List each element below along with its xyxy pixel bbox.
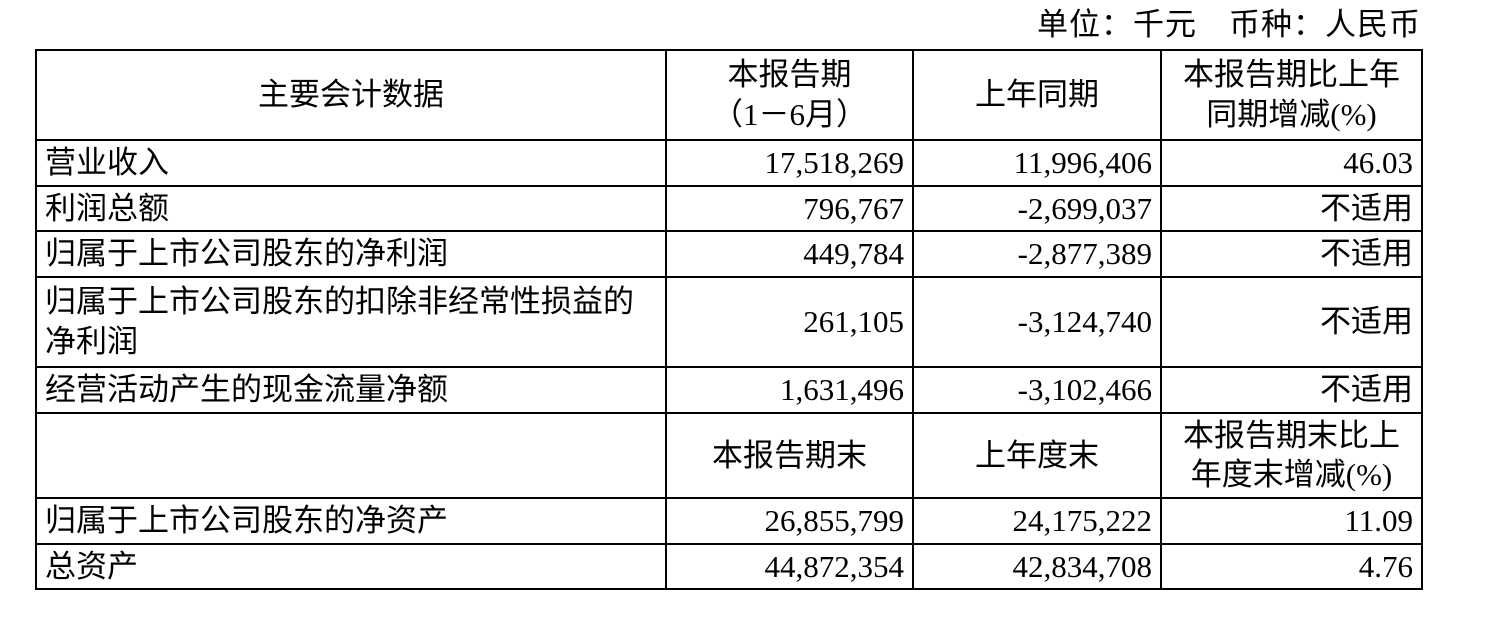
current-period-value: 1,631,496: [665, 366, 914, 414]
header-change-percent-line1: 本报告期比上年: [1183, 57, 1400, 93]
header-end-change-percent-line1: 本报告期末比上: [1183, 417, 1400, 453]
row-label: 归属于上市公司股东的净利润: [35, 230, 667, 279]
table-row-total-profit: 利润总额 796,767 -2,699,037 不适用: [35, 184, 1423, 233]
header-prior-year-end: 上年度末: [912, 411, 1162, 500]
unit-currency-note: 单位：千元 币种：人民币: [1037, 7, 1421, 42]
table-row-total-assets: 总资产 44,872,354 42,834,708 4.76: [35, 542, 1423, 591]
header-change-percent: 本报告期比上年 同期增减(%): [1160, 49, 1423, 141]
change-value: 11.09: [1160, 497, 1423, 545]
prior-period-value: -2,877,389: [912, 230, 1162, 279]
table-header-row: 主要会计数据 本报告期 （1－6月） 上年同期 本报告期比上年 同期增减(%): [35, 49, 1423, 141]
prior-period-value: -3,124,740: [912, 276, 1162, 369]
prior-period-value: -3,102,466: [912, 366, 1162, 414]
change-value: 不适用: [1160, 184, 1423, 233]
current-period-end-value: 44,872,354: [665, 542, 914, 591]
row-label: 总资产: [35, 542, 667, 591]
row-label: 归属于上市公司股东的净资产: [35, 497, 667, 545]
change-value: 4.76: [1160, 542, 1423, 591]
header-current-period: 本报告期 （1－6月）: [665, 49, 914, 141]
change-value: 不适用: [1160, 276, 1423, 369]
row-label: 利润总额: [35, 184, 667, 233]
key-accounting-data-table: 主要会计数据 本报告期 （1－6月） 上年同期 本报告期比上年 同期增减(%) …: [35, 49, 1423, 591]
header-current-period-line2: （1－6月）: [712, 97, 867, 132]
row-label: 经营活动产生的现金流量净额: [35, 366, 667, 414]
table-row-operating-revenue: 营业收入 17,518,269 11,996,406 46.03: [35, 139, 1423, 187]
current-period-end-value: 26,855,799: [665, 497, 914, 545]
table-row-net-assets-attributable: 归属于上市公司股东的净资产 26,855,799 24,175,222 11.0…: [35, 497, 1423, 545]
current-period-value: 796,767: [665, 184, 914, 233]
current-period-value: 449,784: [665, 230, 914, 279]
change-value: 不适用: [1160, 366, 1423, 414]
header-end-change-percent-line2: 年度末增减(%): [1190, 457, 1393, 493]
header-current-period-end: 本报告期末: [665, 411, 914, 500]
table-row-operating-cash-flow: 经营活动产生的现金流量净额 1,631,496 -3,102,466 不适用: [35, 366, 1423, 414]
table-row-net-profit-excl-nonrecurring: 归属于上市公司股东的扣除非经常性损益的净利润 261,105 -3,124,74…: [35, 276, 1423, 369]
row-label: 营业收入: [35, 139, 667, 187]
empty-cell: [35, 411, 667, 500]
header-end-change-percent: 本报告期末比上 年度末增减(%): [1160, 411, 1423, 500]
current-period-value: 17,518,269: [665, 139, 914, 187]
change-value: 不适用: [1160, 230, 1423, 279]
header-change-percent-line2: 同期增减(%): [1206, 97, 1377, 132]
current-period-value: 261,105: [665, 276, 914, 369]
prior-period-value: 11,996,406: [912, 139, 1162, 187]
row-label: 归属于上市公司股东的扣除非经常性损益的净利润: [35, 276, 667, 369]
header-main-accounting-data: 主要会计数据: [35, 49, 667, 141]
table-row-net-profit-attributable: 归属于上市公司股东的净利润 449,784 -2,877,389 不适用: [35, 230, 1423, 279]
change-value: 46.03: [1160, 139, 1423, 187]
prior-year-end-value: 24,175,222: [912, 497, 1162, 545]
prior-period-value: -2,699,037: [912, 184, 1162, 233]
table-mid-header-row: 本报告期末 上年度末 本报告期末比上 年度末增减(%): [35, 411, 1423, 500]
prior-year-end-value: 42,834,708: [912, 542, 1162, 591]
header-current-period-line1: 本报告期: [727, 57, 852, 93]
header-prior-period: 上年同期: [912, 49, 1162, 141]
